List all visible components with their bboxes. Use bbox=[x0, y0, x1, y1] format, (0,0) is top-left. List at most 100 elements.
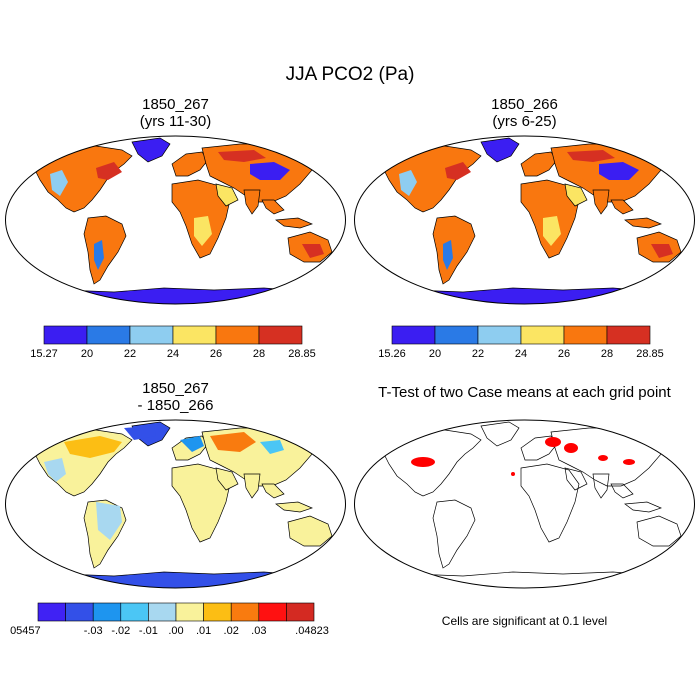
significant-cell bbox=[411, 457, 435, 467]
colorbar-label: 20 bbox=[429, 348, 441, 360]
map-panel-1 bbox=[5, 135, 346, 305]
panel2-title: 1850_266 (yrs 6-25) bbox=[353, 96, 696, 130]
colorbar-label: 22 bbox=[124, 348, 136, 360]
colorbar-box bbox=[258, 325, 303, 345]
colorbar-label: 28.85 bbox=[288, 348, 316, 360]
significant-cell bbox=[511, 472, 515, 476]
patch-asia-low bbox=[599, 162, 639, 180]
panel4-title: T-Test of two Case means at each grid po… bbox=[353, 384, 696, 401]
patch-na-east bbox=[96, 162, 122, 180]
continent-india bbox=[592, 473, 610, 499]
continent-africa bbox=[520, 463, 580, 543]
colorbar-box bbox=[391, 325, 436, 345]
patch-far-east bbox=[304, 432, 330, 448]
significant-cell bbox=[598, 455, 608, 461]
colorbar-box bbox=[65, 602, 94, 622]
colorbar-label: 26 bbox=[210, 348, 222, 360]
patch-na-north bbox=[64, 436, 122, 458]
colorbar-box bbox=[520, 325, 565, 345]
colorbar-box bbox=[129, 325, 174, 345]
continent-indonesia bbox=[624, 501, 662, 513]
panel3-title-line1: 1850_267 bbox=[142, 380, 209, 397]
continent-arabia bbox=[215, 467, 239, 491]
colorbar-box bbox=[606, 325, 651, 345]
significant-cell bbox=[666, 435, 676, 445]
patch-na-east bbox=[445, 162, 471, 180]
colorbar-label: 24 bbox=[515, 348, 527, 360]
colorbar-label: -.02 bbox=[111, 625, 130, 637]
map-border bbox=[5, 135, 346, 305]
colorbar-box bbox=[258, 602, 287, 622]
patch-asia-high bbox=[567, 150, 615, 162]
colorbar-box bbox=[43, 325, 88, 345]
colorbar-label: 15.26 bbox=[378, 348, 406, 360]
colorbar-label: 28.85 bbox=[636, 348, 664, 360]
significant-cell bbox=[564, 443, 578, 453]
significant-cell bbox=[545, 437, 561, 447]
patch-australia bbox=[651, 244, 673, 258]
patch-na-west bbox=[50, 170, 68, 196]
colorbar-label: .00 bbox=[168, 625, 183, 637]
continent-arabia bbox=[564, 183, 588, 207]
colorbar-label: 15.27 bbox=[30, 348, 58, 360]
significant-cell bbox=[623, 459, 635, 465]
continent-seAsia bbox=[610, 483, 634, 499]
panel1-title: 1850_267 (yrs 11-30) bbox=[4, 96, 347, 130]
patch-na-west bbox=[399, 170, 417, 196]
panel2-title-line1: 1850_266 bbox=[491, 96, 558, 113]
colorbar-box bbox=[148, 602, 177, 622]
colorbar-box bbox=[92, 602, 122, 622]
continent-northAmerica bbox=[29, 145, 133, 213]
colorbar-label: .03 bbox=[251, 625, 266, 637]
patch-sa-andes bbox=[443, 240, 453, 270]
colorbar-box bbox=[175, 602, 204, 622]
continent-antarctica bbox=[369, 571, 683, 588]
continent-southAmerica bbox=[432, 499, 476, 569]
panel3-title-line2: - 1850_266 bbox=[137, 397, 214, 414]
continent-seAsia bbox=[261, 199, 285, 215]
continent-australia bbox=[636, 515, 682, 547]
continent-seAsia bbox=[261, 483, 285, 499]
patch-australia bbox=[302, 244, 324, 258]
colorbar-box bbox=[563, 325, 608, 345]
patch-sa-andes bbox=[94, 240, 104, 270]
patch-sa bbox=[96, 502, 122, 540]
colorbar-label: 24 bbox=[167, 348, 179, 360]
continent-indonesia bbox=[275, 217, 313, 229]
continent-greenland bbox=[480, 421, 520, 447]
patch-asia-high bbox=[218, 150, 266, 162]
continent-seAsia bbox=[610, 199, 634, 215]
colorbar-label: -.05457 bbox=[10, 625, 41, 637]
continent-europe bbox=[520, 151, 558, 177]
colorbar-label: 22 bbox=[472, 348, 484, 360]
panel2-title-line2: (yrs 6-25) bbox=[492, 113, 557, 130]
colorbar-label: 28 bbox=[253, 348, 265, 360]
continent-australia bbox=[287, 515, 333, 547]
colorbar-label: -.01 bbox=[139, 625, 158, 637]
colorbar-box bbox=[434, 325, 479, 345]
patch-africa-south bbox=[194, 216, 212, 246]
colorbar-box bbox=[37, 602, 66, 622]
patch-arctic bbox=[124, 426, 156, 440]
continent-arabia bbox=[215, 183, 239, 207]
panel1-title-line1: 1850_267 bbox=[142, 96, 209, 113]
significance-note: Cells are significant at 0.1 level bbox=[441, 614, 608, 628]
continent-antarctica bbox=[20, 571, 334, 588]
continent-arabia bbox=[564, 467, 588, 491]
colorbar-label: .01 bbox=[196, 625, 211, 637]
patch-asia-low bbox=[250, 162, 290, 180]
colorbar-box bbox=[286, 602, 315, 622]
panel3-title: 1850_267 - 1850_266 bbox=[4, 380, 347, 414]
continent-india bbox=[243, 189, 261, 215]
continent-india bbox=[592, 189, 610, 215]
continent-northAmerica bbox=[378, 429, 482, 497]
colorbar-label: 26 bbox=[558, 348, 570, 360]
colorbar-label: -.03 bbox=[84, 625, 103, 637]
map-panel-2 bbox=[354, 135, 695, 305]
patch-asia-warm bbox=[210, 432, 256, 452]
continent-indonesia bbox=[275, 501, 313, 513]
continent-europe bbox=[520, 435, 558, 461]
map-panel-3 bbox=[5, 419, 346, 589]
colorbar-label: 20 bbox=[81, 348, 93, 360]
continent-antarctica bbox=[369, 287, 683, 304]
